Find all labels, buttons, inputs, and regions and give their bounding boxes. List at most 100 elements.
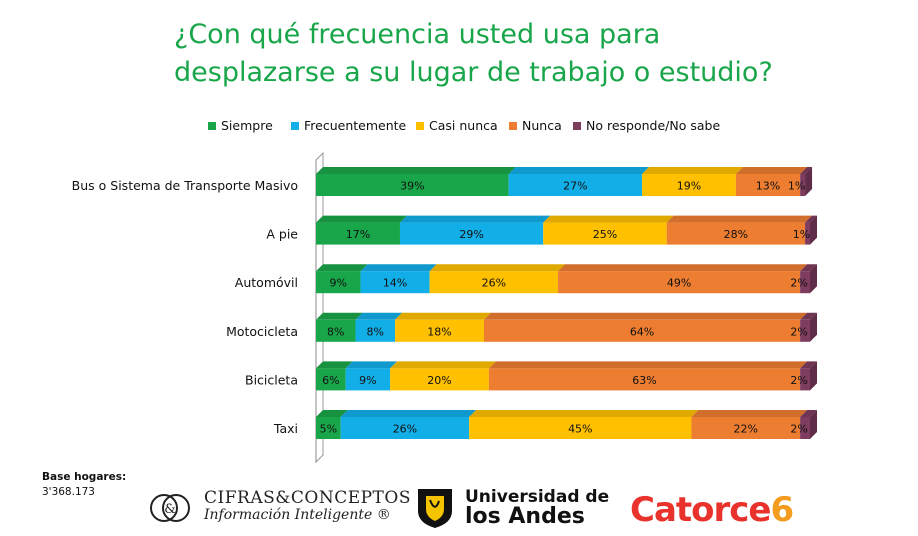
bar-segment-top: [316, 215, 407, 223]
bar-segment-top: [642, 167, 743, 174]
cifras-line-2: Información Inteligente ®: [204, 507, 391, 523]
legend-item-siempre: Siempre: [208, 118, 273, 133]
data-label: 2%: [790, 374, 807, 387]
bar-segment: [316, 417, 341, 439]
bar-segment: [735, 174, 801, 196]
bar-segment-top: [390, 361, 496, 369]
bar-segment: [316, 222, 400, 245]
legend-swatch-frecuentemente: [291, 121, 299, 130]
bar-segment-top: [800, 167, 813, 174]
category-label: A pie: [266, 227, 298, 242]
legend-swatch-no-responde: [573, 121, 581, 130]
data-label: 39%: [400, 180, 424, 193]
data-label: 17%: [346, 228, 370, 241]
bar-segment-top: [488, 361, 808, 369]
catorce-text: Catorce: [630, 490, 771, 530]
bar-segment: [316, 174, 509, 196]
bar-segment: [360, 271, 430, 294]
category-label: Automóvil: [235, 275, 298, 290]
data-label: 22%: [734, 423, 758, 436]
bar-segment-top: [469, 410, 699, 417]
data-label: 1%: [788, 180, 805, 193]
bar-segment: [800, 417, 810, 439]
data-label: 2%: [790, 277, 807, 290]
legend-swatch-casi-nunca: [416, 121, 424, 130]
bar-segment-side: [810, 215, 817, 245]
data-label: 28%: [724, 228, 748, 241]
data-label: 6%: [322, 374, 339, 387]
legend-item-no-responde: No responde/No sabe: [573, 118, 720, 133]
bar-segment: [666, 222, 806, 245]
data-label: 2%: [790, 423, 807, 436]
data-label: 19%: [677, 180, 701, 193]
uniandes-shield-icon: [418, 489, 452, 528]
uniandes-line-2: los Andes: [465, 504, 585, 529]
base-value: 3'368.173: [42, 486, 95, 498]
bar-segment-top: [508, 167, 650, 174]
data-label: 49%: [667, 277, 691, 290]
bar-segment-top: [483, 312, 808, 320]
bar-segment-top: [800, 410, 817, 417]
legend: Siempre Frecuentemente Casi nunca Nunca …: [0, 118, 918, 138]
legend-label-nunca: Nunca: [522, 118, 562, 133]
bar-segment-side: [810, 361, 817, 391]
bar-segment-side: [810, 312, 817, 342]
data-label: 13%: [756, 180, 780, 193]
bar-segment: [345, 368, 391, 391]
bar-segment-top: [340, 410, 477, 417]
bar-segment: [558, 271, 801, 294]
legend-swatch-nunca: [509, 121, 517, 130]
legend-label-casi-nunca: Casi nunca: [429, 118, 498, 133]
data-label: 29%: [459, 228, 483, 241]
bar-segment: [390, 368, 489, 391]
legend-label-no-responde: No responde/No sabe: [586, 118, 721, 133]
data-label: 18%: [427, 325, 451, 338]
bar-segment: [805, 222, 810, 245]
data-label: 1%: [793, 228, 810, 241]
bar-segment: [508, 174, 643, 196]
category-label: Motocicleta: [226, 324, 298, 339]
data-label: 27%: [563, 180, 587, 193]
data-label: 2%: [790, 325, 807, 338]
category-label: Bus o Sistema de Transporte Masivo: [72, 178, 298, 193]
bar-segment: [355, 319, 396, 342]
bar-segment-top: [800, 361, 817, 369]
bar-segment-top: [395, 312, 491, 320]
data-label: 64%: [630, 325, 654, 338]
bar-segment: [488, 368, 801, 391]
bar-segment-top: [800, 264, 817, 272]
bar-segment: [340, 417, 470, 439]
bar-segment-side: [810, 410, 817, 439]
cifras-conceptos-mark-icon: &: [150, 494, 190, 522]
bar-segment: [543, 222, 667, 245]
bar-segment-side: [810, 264, 817, 294]
bar-segment: [316, 368, 346, 391]
bar-segment-top: [355, 312, 403, 320]
title-line-2: desplazarse a su lugar de trabajo o estu…: [174, 57, 773, 88]
category-label: Bicicleta: [245, 372, 298, 387]
uniandes-line-1: Universidad de: [465, 487, 610, 507]
data-label: 25%: [593, 228, 617, 241]
bar-segment-top: [316, 410, 348, 417]
bar-segment: [800, 174, 806, 196]
bar-segment-top: [429, 264, 566, 272]
data-label: 20%: [427, 374, 451, 387]
bar-segment: [483, 319, 801, 342]
base-note: Base hogares: 3'368.173: [42, 470, 126, 500]
bar-segment-side: [805, 167, 813, 196]
data-label: 8%: [327, 325, 344, 338]
legend-item-nunca: Nunca: [509, 118, 562, 133]
bar-segment: [429, 271, 559, 294]
bar-segment-top: [316, 361, 353, 369]
chart-title: ¿Con qué frecuencia usted usa para despl…: [174, 16, 874, 92]
bar-segment: [316, 319, 356, 342]
legend-label-frecuentemente: Frecuentemente: [304, 118, 407, 133]
bar-segment-top: [735, 167, 808, 174]
bar-segment: [316, 271, 361, 294]
legend-swatch-siempre: [208, 121, 216, 130]
bar-segment: [800, 368, 810, 391]
svg-text:&: &: [164, 502, 176, 517]
bar-segment: [469, 417, 692, 439]
legend-item-frecuentemente: Frecuentemente: [291, 118, 406, 133]
catorce6-logo: Catorce6: [630, 490, 794, 530]
